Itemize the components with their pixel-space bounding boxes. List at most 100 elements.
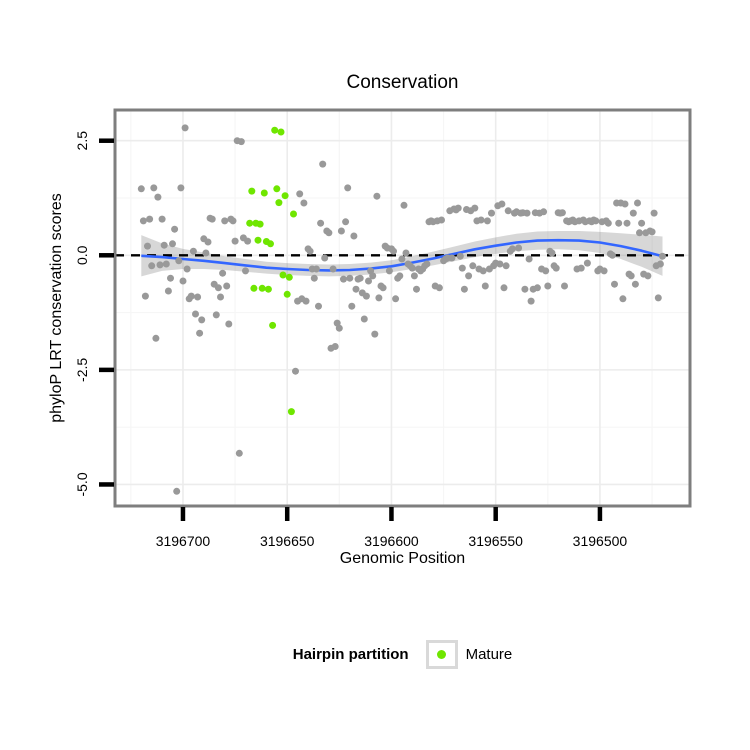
mature-data-point (283, 290, 291, 298)
data-point (627, 272, 635, 280)
data-point (196, 329, 204, 337)
x-tick-label: 3196700 (156, 533, 211, 549)
data-point (150, 184, 158, 192)
data-point (148, 262, 156, 270)
legend-title: Hairpin partition (292, 646, 409, 663)
data-point (592, 217, 600, 225)
data-point (500, 284, 508, 292)
data-point (498, 200, 506, 208)
data-point (362, 292, 370, 300)
data-point (141, 292, 149, 300)
data-point (521, 285, 529, 293)
data-point (659, 252, 666, 260)
mature-data-point (285, 273, 293, 281)
data-point (331, 343, 339, 350)
data-point (656, 260, 664, 268)
data-point (390, 247, 397, 255)
data-point (631, 280, 639, 288)
data-point (335, 324, 343, 332)
data-point (623, 219, 631, 227)
data-point (525, 255, 533, 263)
data-point (604, 219, 612, 227)
data-point (158, 215, 166, 223)
data-point (379, 284, 387, 292)
data-point (212, 311, 220, 319)
data-point (325, 229, 333, 237)
y-tick-label: 0.0 (74, 245, 90, 265)
data-point (204, 238, 212, 246)
data-point (350, 232, 358, 240)
data-point (194, 293, 202, 301)
data-point (621, 200, 629, 208)
chart-title: Conservation (346, 72, 459, 93)
data-point (292, 367, 299, 375)
mature-data-point (277, 128, 285, 136)
data-point (310, 274, 318, 282)
data-point (342, 218, 350, 226)
data-point (177, 184, 185, 192)
smooth-line (141, 238, 663, 272)
data-point (183, 265, 191, 273)
data-point (235, 449, 243, 457)
mature-data-point (260, 189, 268, 197)
data-point (438, 216, 445, 224)
mature-data-point (275, 199, 283, 207)
data-point (312, 265, 320, 273)
data-point (458, 264, 466, 272)
data-point (164, 287, 172, 295)
data-point (244, 237, 252, 245)
data-point (608, 251, 616, 259)
data-point (137, 185, 145, 193)
x-tick-label: 3196650 (260, 533, 315, 549)
data-point (638, 219, 646, 227)
data-point (315, 302, 322, 310)
data-point (321, 254, 329, 262)
mature-data-point (290, 210, 297, 218)
mature-data-point (267, 240, 274, 248)
plot-panel (115, 110, 690, 506)
data-point (515, 244, 523, 252)
data-point (544, 282, 552, 290)
data-point (496, 260, 504, 268)
data-point (402, 249, 410, 257)
y-tick-label: 2.5 (74, 131, 90, 151)
data-point (413, 285, 420, 293)
data-point (504, 207, 512, 215)
data-point (221, 217, 229, 225)
data-point (527, 297, 535, 305)
data-point (408, 264, 416, 272)
data-point (198, 316, 206, 324)
data-point (456, 252, 464, 260)
x-tick-label: 3196500 (573, 533, 628, 549)
data-point (346, 274, 354, 282)
data-point (483, 217, 491, 225)
mature-data-point (256, 220, 264, 228)
mature-data-point (281, 192, 289, 200)
data-point (371, 330, 379, 338)
mature-data-point (254, 236, 262, 244)
data-point (208, 215, 216, 223)
data-point (139, 217, 147, 225)
data-point (629, 209, 637, 217)
data-point (375, 294, 383, 302)
data-point (319, 160, 327, 168)
data-point (340, 275, 347, 283)
data-point (302, 297, 310, 305)
mature-data-point (258, 284, 266, 292)
data-point (469, 262, 477, 270)
data-point (477, 216, 485, 224)
data-point (502, 262, 510, 270)
data-point (479, 267, 487, 275)
mature-data-point (279, 271, 287, 279)
data-point (542, 267, 550, 275)
data-point (654, 294, 662, 302)
y-tick-label: -5.0 (74, 472, 90, 496)
mature-data-point (271, 126, 279, 134)
data-point (242, 267, 249, 275)
mature-data-point (264, 285, 272, 293)
data-point (600, 267, 608, 275)
data-point (171, 225, 179, 233)
data-point (352, 285, 360, 293)
